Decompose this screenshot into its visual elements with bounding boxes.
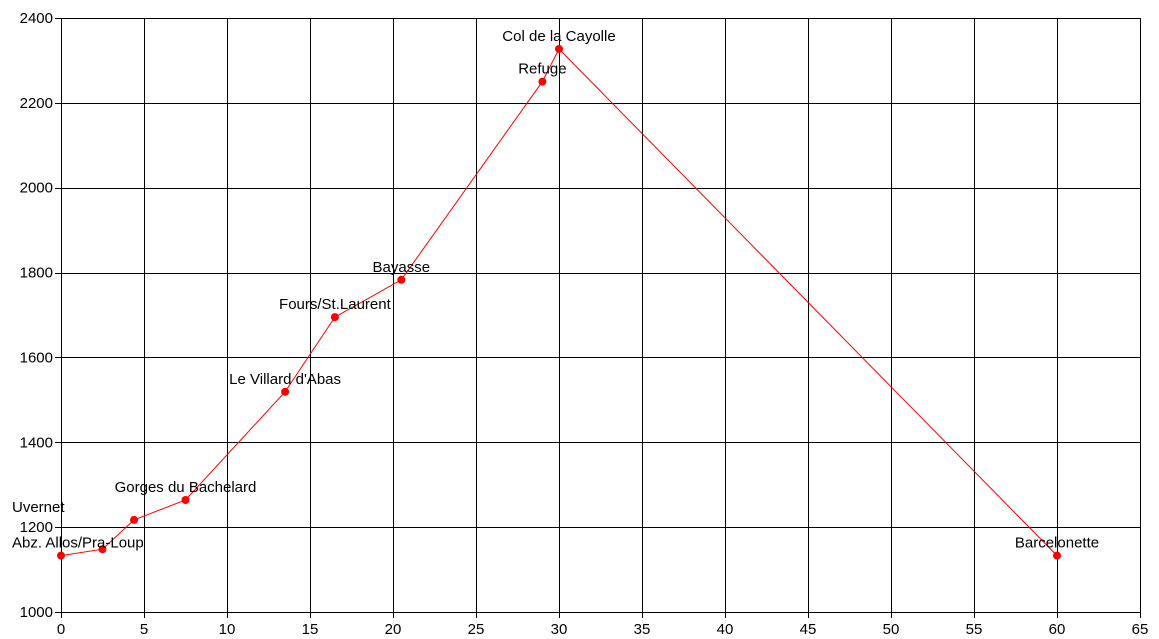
y-tick-label: 1400 xyxy=(20,434,53,451)
x-tick-label: 30 xyxy=(551,621,568,638)
point-label: Fours/St.Laurent xyxy=(279,296,392,313)
point-label: Gorges du Bachelard xyxy=(115,479,257,496)
data-point xyxy=(281,387,290,396)
x-tick-label: 15 xyxy=(302,621,319,638)
y-tick-label: 1800 xyxy=(20,265,53,282)
grid-layer xyxy=(61,18,1141,613)
x-tick-label: 25 xyxy=(468,621,485,638)
x-tick-label: 10 xyxy=(219,621,236,638)
y-tick-label: 1200 xyxy=(20,519,53,536)
x-tick-label: 55 xyxy=(966,621,983,638)
point-label: Uvernet xyxy=(12,499,65,516)
y-tick-label: 1600 xyxy=(20,349,53,366)
x-tick-label: 50 xyxy=(883,621,900,638)
x-tick-label: 60 xyxy=(1049,621,1066,638)
x-tick-label: 0 xyxy=(57,621,65,638)
y-tick-label: 1000 xyxy=(20,604,53,621)
point-label: Col de la Cayolle xyxy=(502,28,615,45)
y-tick-label: 2200 xyxy=(20,95,53,112)
data-point xyxy=(98,545,107,554)
x-tick-label: 20 xyxy=(385,621,402,638)
axis-layer xyxy=(55,18,1141,618)
point-label-layer: Abz. Allos/Pra-Loup Uvernet Gorges du Bach… xyxy=(12,28,1099,552)
data-point xyxy=(57,551,65,560)
y-tick-label: 2400 xyxy=(20,10,53,27)
data-point xyxy=(130,515,139,524)
x-tick-label: 65 xyxy=(1132,621,1149,638)
data-point xyxy=(181,495,190,504)
point-label: Abz. Allos/Pra-Loup xyxy=(12,535,144,552)
point-label: Barcelonette xyxy=(1015,535,1099,552)
data-point xyxy=(538,77,547,86)
y-tick-label: 2000 xyxy=(20,180,53,197)
data-point xyxy=(330,313,339,322)
data-point xyxy=(1053,551,1061,560)
x-tick-label: 40 xyxy=(717,621,734,638)
series-line xyxy=(60,48,1058,557)
x-tick-label: 45 xyxy=(800,621,817,638)
point-label: Bayasse xyxy=(373,259,431,276)
tick-label-layer: 0 5 10 15 20 25 30 35 40 45 50 55 60 65 1000 1200 1400 16… xyxy=(20,10,1149,638)
data-point xyxy=(555,44,563,53)
series-layer xyxy=(57,44,1061,560)
point-label: Refuge xyxy=(518,61,566,78)
x-tick-label: 35 xyxy=(634,621,651,638)
point-label: Le Villard d'Abas xyxy=(229,371,341,388)
data-point xyxy=(397,275,406,284)
x-tick-label: 5 xyxy=(140,621,148,638)
